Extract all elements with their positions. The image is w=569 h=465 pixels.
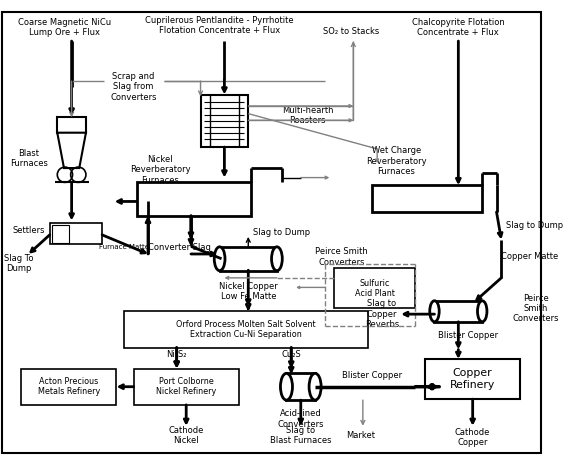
Text: Coarse Magnetic NiCu
Lump Ore + Flux: Coarse Magnetic NiCu Lump Ore + Flux [18, 18, 112, 37]
Bar [200, 94, 248, 147]
Text: Port Colborne
Nickel Refinery: Port Colborne Nickel Refinery [156, 377, 216, 397]
Text: Chalcopyrite Flotation
Concentrate + Flux: Chalcopyrite Flotation Concentrate + Flu… [412, 18, 505, 37]
Text: Nickel Copper
Low Fe Matte: Nickel Copper Low Fe Matte [219, 281, 278, 301]
Bar [435, 301, 482, 322]
Text: Cu₂S: Cu₂S [281, 350, 301, 359]
Text: Blast
Furnaces: Blast Furnaces [10, 149, 48, 168]
Bar [52, 226, 69, 243]
Polygon shape [57, 133, 86, 168]
Ellipse shape [281, 373, 292, 400]
Bar [425, 359, 521, 399]
Text: Cathode
Copper: Cathode Copper [455, 428, 490, 447]
Bar [134, 369, 239, 405]
Text: Peirce
Smith
Converters: Peirce Smith Converters [513, 293, 559, 323]
Bar [334, 268, 415, 308]
Bar [372, 185, 482, 212]
Bar [21, 369, 117, 405]
Text: Copper Matte: Copper Matte [501, 252, 559, 261]
Text: Slag to Dump: Slag to Dump [253, 227, 310, 237]
Text: Slag to
Blast Furnaces: Slag to Blast Furnaces [270, 426, 332, 445]
Ellipse shape [430, 301, 439, 322]
Ellipse shape [309, 373, 321, 400]
Text: Copper
Refinery: Copper Refinery [450, 368, 495, 390]
Bar [137, 182, 251, 216]
Bar [57, 118, 86, 133]
Text: Ni₃S₂: Ni₃S₂ [166, 350, 187, 359]
Text: Blister Copper: Blister Copper [343, 371, 402, 380]
Text: Peirce Smith
Converters: Peirce Smith Converters [315, 247, 368, 266]
Bar [124, 311, 368, 347]
Text: Multi-hearth
Roasters: Multi-hearth Roasters [282, 106, 333, 125]
Text: Slag to Dump: Slag to Dump [506, 221, 563, 230]
Ellipse shape [477, 301, 487, 322]
Text: Market: Market [347, 431, 376, 440]
Text: Cuprilerous Pentlandite - Pyrrhotite
Flotation Concentrate + Flux: Cuprilerous Pentlandite - Pyrrhotite Flo… [145, 16, 294, 35]
Text: Cathode
Nickel: Cathode Nickel [168, 426, 204, 445]
Ellipse shape [271, 247, 282, 271]
Text: Orford Process Molten Salt Solvent
Extraction Cu-Ni Separation: Orford Process Molten Salt Solvent Extra… [176, 320, 316, 339]
Text: Sulfuric
Acid Plant: Sulfuric Acid Plant [355, 279, 395, 298]
Text: Settlers: Settlers [13, 226, 45, 235]
Text: Wet Charge
Reverberatory
Furnaces: Wet Charge Reverberatory Furnaces [366, 146, 427, 176]
Text: SO₂ to Stacks: SO₂ to Stacks [323, 27, 380, 36]
Ellipse shape [215, 247, 225, 271]
Text: Scrap and
Slag from
Converters: Scrap and Slag from Converters [110, 72, 157, 102]
Text: Acton Precious
Metals Refinery: Acton Precious Metals Refinery [38, 377, 100, 397]
Text: Blister Copper: Blister Copper [438, 331, 498, 339]
Bar [220, 247, 277, 271]
Bar [50, 223, 102, 245]
Text: Acid-lined
Converters: Acid-lined Converters [278, 410, 324, 429]
Text: Converter Slag: Converter Slag [148, 243, 211, 252]
Text: Nickel
Reverberatory
Furnaces: Nickel Reverberatory Furnaces [130, 155, 191, 185]
Bar [286, 373, 315, 400]
Text: Slag To
Dump: Slag To Dump [5, 254, 34, 273]
Text: Furnace Matte: Furnace Matte [99, 244, 149, 250]
Text: Slag to
Copper
Reverbs: Slag to Copper Reverbs [365, 299, 399, 329]
